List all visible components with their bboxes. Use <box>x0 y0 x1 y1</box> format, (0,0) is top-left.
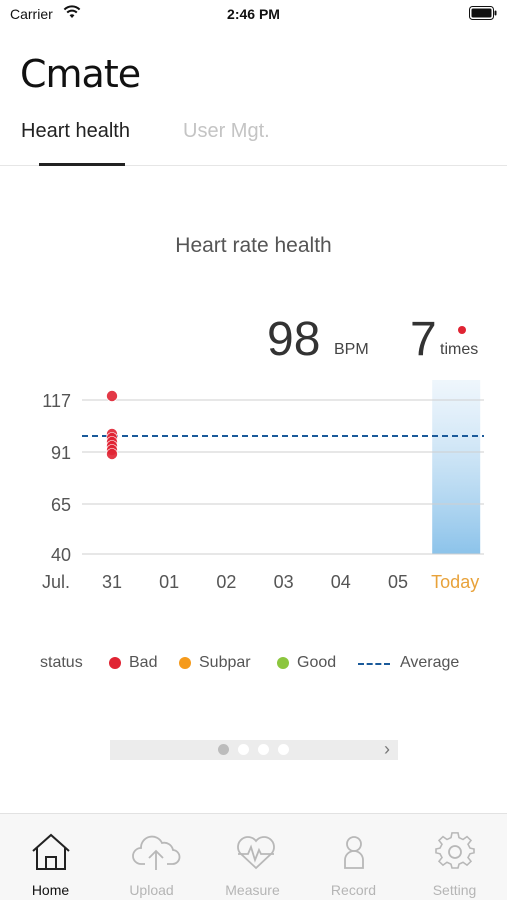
carrier-label: Carrier <box>10 6 53 22</box>
measure-count-unit: times <box>440 341 479 358</box>
top-tabs: Heart health User Mgt. <box>0 112 507 166</box>
pager-dot[interactable] <box>278 744 289 755</box>
bpm-unit: BPM <box>334 341 369 358</box>
bottom-tab-bar: Home Upload Measure Record Setting <box>0 813 507 900</box>
bpm-value: 98 <box>267 313 321 366</box>
y-tick-label: 91 <box>51 443 71 463</box>
legend-average-label: Average <box>400 654 460 671</box>
legend-bad-label: Bad <box>129 654 158 671</box>
wifi-icon <box>63 5 81 18</box>
chart-title: Heart rate health <box>175 234 332 257</box>
tabbar-upload-label: Upload <box>129 882 174 898</box>
x-tick-label: 05 <box>388 572 408 592</box>
tabbar-setting-label: Setting <box>432 882 477 898</box>
home-icon <box>32 833 70 870</box>
battery-icon <box>469 6 497 20</box>
tabbar-record-label: Record <box>330 882 377 898</box>
chart-pager[interactable]: › <box>110 739 398 760</box>
legend-good-dot <box>277 657 289 669</box>
pager-dot[interactable] <box>218 744 229 755</box>
x-tick-label: 02 <box>216 572 236 592</box>
x-tick-label: 04 <box>331 572 351 592</box>
app-logo: Cmate <box>20 52 141 96</box>
y-tick-label: 117 <box>42 391 71 411</box>
heart-pulse-icon <box>237 836 275 870</box>
tab-user-mgt[interactable]: User Mgt. <box>183 120 270 142</box>
tab-heart-health[interactable]: Heart health <box>21 120 130 142</box>
y-tick-label: 65 <box>51 495 71 515</box>
legend-average-line <box>358 663 390 665</box>
clock: 2:46 PM <box>227 6 280 22</box>
legend-subpar-dot <box>179 657 191 669</box>
x-tick-label: 03 <box>274 572 294 592</box>
status-bar: Carrier 2:46 PM <box>0 0 507 28</box>
x-tick-label: 01 <box>159 572 179 592</box>
today-highlight-column <box>432 380 481 554</box>
pager-dot[interactable] <box>258 744 269 755</box>
x-tick-label: Today <box>431 572 479 592</box>
tabbar-upload[interactable]: Upload <box>101 814 202 900</box>
data-point <box>106 390 118 402</box>
y-tick-label: 40 <box>51 545 71 565</box>
cloud-upload-icon <box>132 835 181 870</box>
tabbar-measure[interactable]: Measure <box>202 814 303 900</box>
tabbar-measure-label: Measure <box>225 882 280 898</box>
tabbar-home[interactable]: Home <box>0 814 101 900</box>
legend-subpar-label: Subpar <box>199 654 251 671</box>
legend-bad-dot <box>109 657 121 669</box>
x-axis-prefix-label: Jul. <box>42 572 70 592</box>
measure-count-value: 7 <box>410 313 437 366</box>
legend-good-label: Good <box>297 654 337 671</box>
bad-status-dot <box>458 326 466 334</box>
heart-rate-chart[interactable]: 40 65 91 117 Jul. 31 01 02 03 04 05 Today <box>0 380 507 600</box>
chevron-right-icon[interactable]: › <box>384 739 390 759</box>
x-tick-label: 31 <box>102 572 122 592</box>
pager-dot[interactable] <box>238 744 249 755</box>
data-point <box>106 448 118 460</box>
person-icon <box>344 836 364 869</box>
gear-icon <box>435 832 475 869</box>
tabbar-setting[interactable]: Setting <box>404 814 505 900</box>
tab-active-indicator <box>39 163 125 166</box>
tabbar-home-label: Home <box>31 882 70 898</box>
legend-status-label: status <box>40 654 83 671</box>
tabbar-record[interactable]: Record <box>303 814 404 900</box>
